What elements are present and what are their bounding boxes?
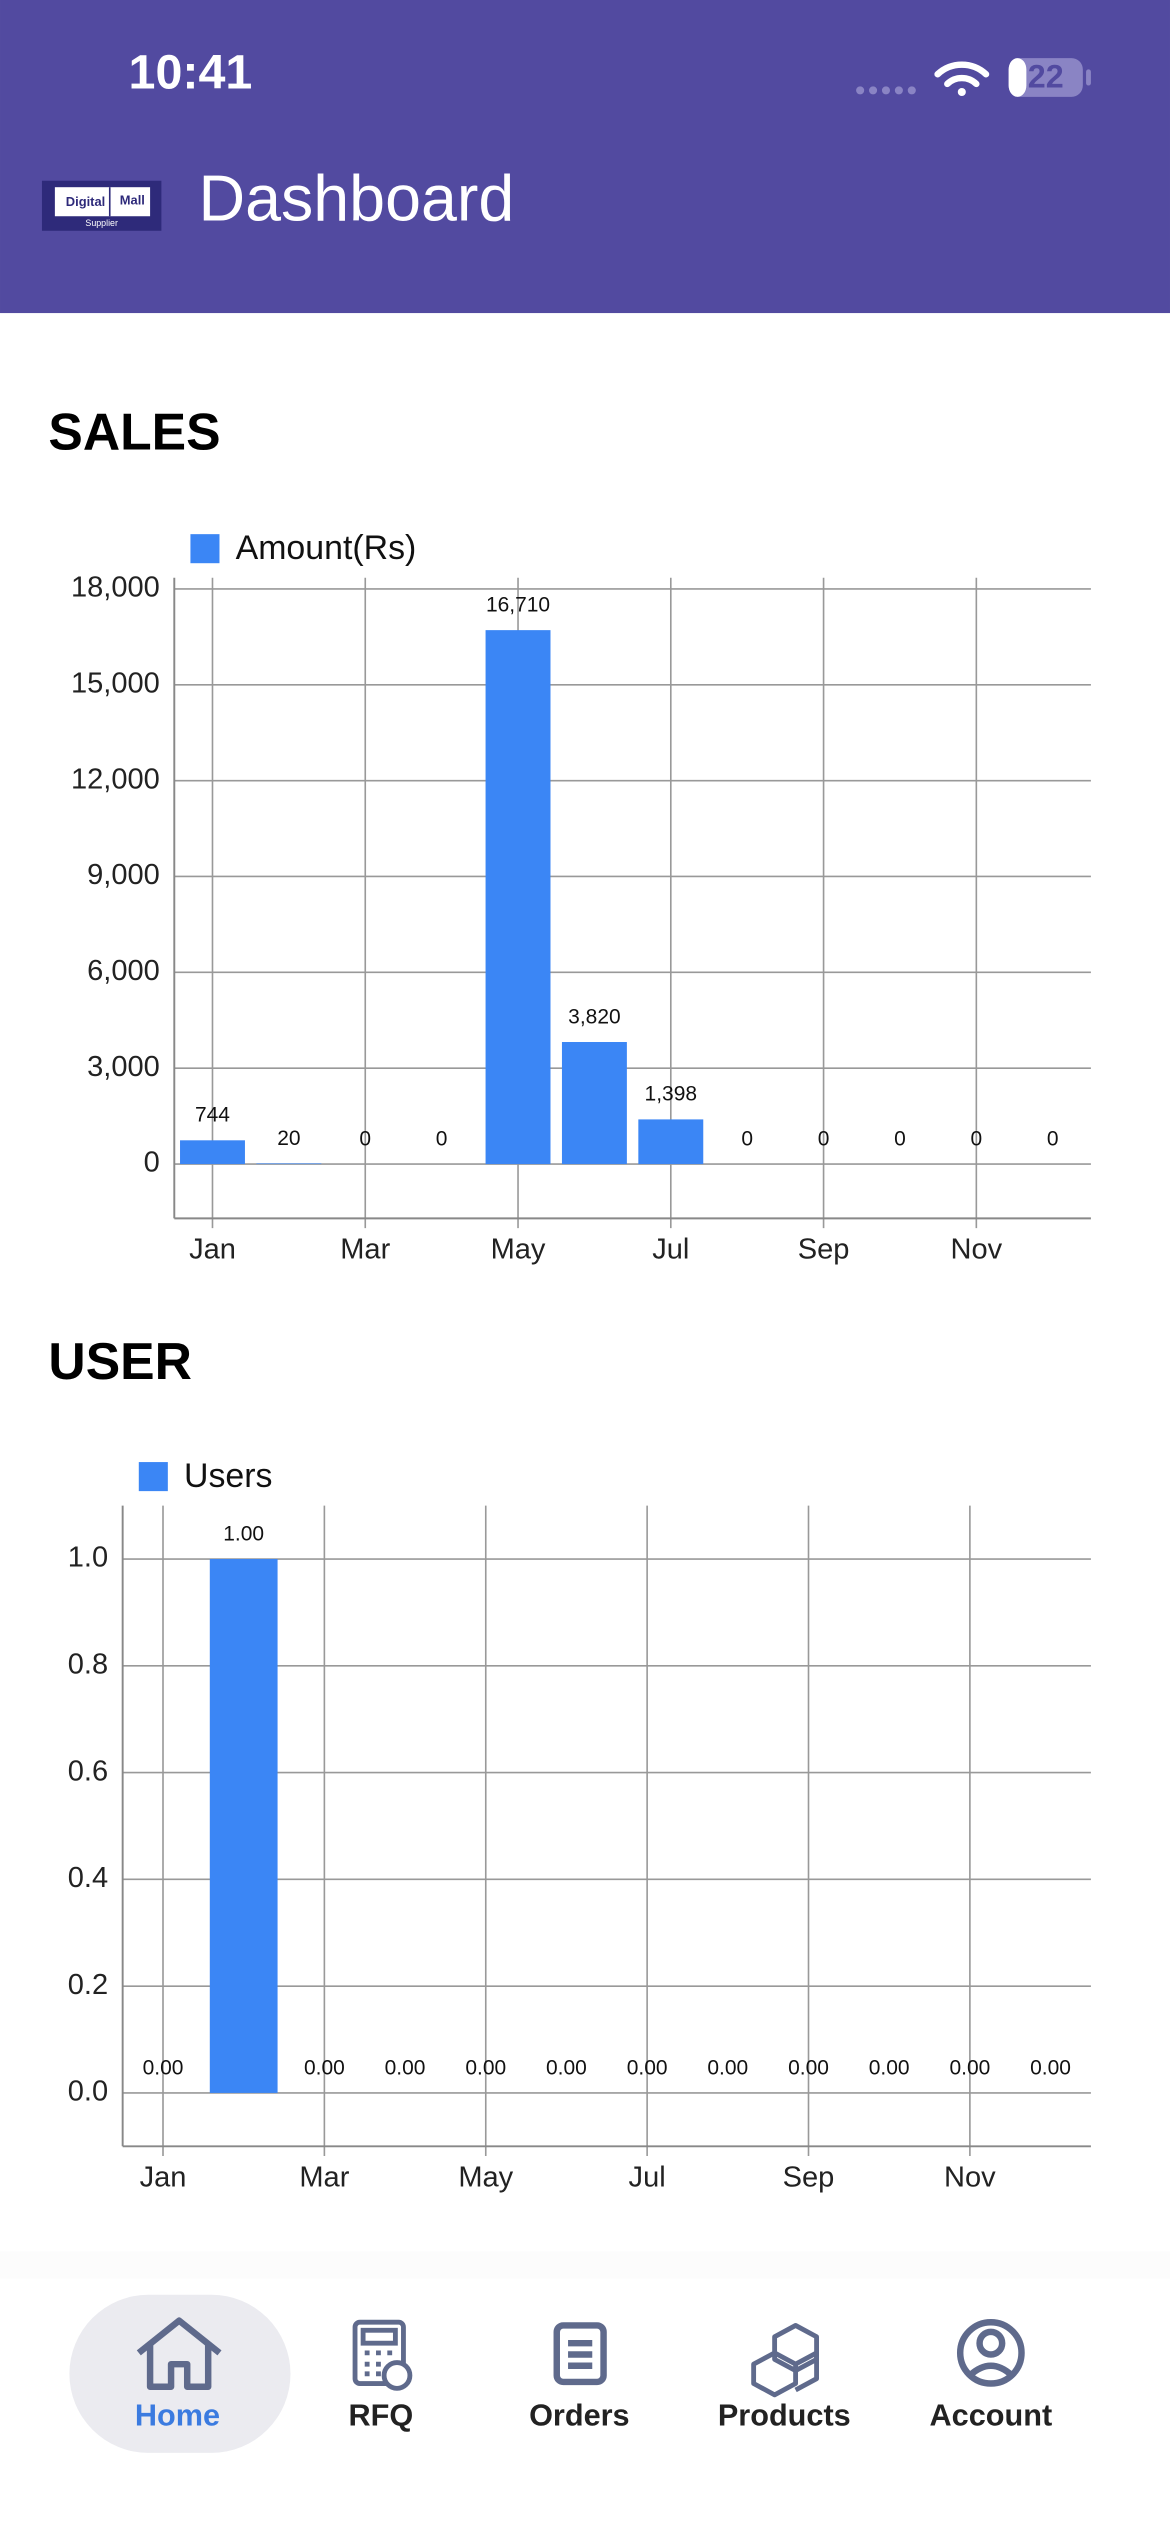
- value-label: 0.00: [385, 2056, 426, 2079]
- value-label: 20: [277, 1127, 300, 1150]
- battery-tip: [1086, 69, 1091, 86]
- x-tick-label: Jul: [629, 2161, 666, 2193]
- value-label: 0.00: [869, 2056, 910, 2079]
- x-tick-label: Nov: [944, 2161, 996, 2193]
- nav-labels: Home RFQ Orders Products Account: [135, 2399, 1052, 2433]
- header-background: [0, 0, 1170, 314]
- products-icon[interactable]: [751, 2323, 819, 2398]
- y-tick-label: 0.2: [68, 1969, 108, 2001]
- x-tick-label: Jan: [189, 1233, 236, 1265]
- value-label: 16,710: [486, 593, 550, 616]
- logo: Digital Mall Supplier: [41, 180, 162, 231]
- value-label: 1,398: [645, 1083, 697, 1106]
- value-label: 0.00: [1030, 2056, 1071, 2079]
- y-tick-label: 0.8: [68, 1648, 108, 1680]
- bar: [180, 1140, 245, 1165]
- nav-label[interactable]: Orders: [529, 2399, 630, 2433]
- value-label: 0.00: [465, 2056, 506, 2079]
- nav-label[interactable]: Account: [930, 2399, 1053, 2433]
- section-title: USER: [48, 1332, 191, 1390]
- bar: [638, 1119, 704, 1165]
- legend-label: Users: [184, 1457, 272, 1495]
- value-label: 744: [195, 1104, 230, 1127]
- value-label: 0.00: [546, 2056, 587, 2079]
- legend-swatch: [138, 1462, 168, 1492]
- status-time: 10:41: [129, 46, 253, 100]
- value-label: 0: [818, 1127, 830, 1150]
- value-label: 0.00: [143, 2056, 184, 2079]
- y-tick-label: 15,000: [71, 667, 160, 699]
- x-tick-label: Mar: [299, 2161, 349, 2193]
- value-label: 0: [359, 1127, 371, 1150]
- value-label: 0.00: [707, 2056, 748, 2079]
- orders-icon[interactable]: [553, 2322, 607, 2386]
- bar: [256, 1163, 322, 1165]
- value-label: 0.00: [949, 2056, 990, 2079]
- charts: SALES Amount(Rs) 0 3,000 6,000 9,000 12,000 15,…: [48, 402, 1091, 2193]
- x-tick-label: May: [491, 1233, 546, 1265]
- nav-label[interactable]: RFQ: [348, 2399, 413, 2433]
- x-tick-label: Jan: [140, 2161, 187, 2193]
- logo-text: Mall: [120, 192, 145, 207]
- account-icon[interactable]: [956, 2318, 1025, 2387]
- value-label: 0: [741, 1127, 753, 1150]
- value-label: 3,820: [568, 1005, 620, 1028]
- y-tick-label: 0.0: [68, 2076, 108, 2108]
- battery-text: 22: [1028, 59, 1064, 95]
- value-label: 0: [894, 1127, 906, 1150]
- bar: [561, 1042, 627, 1165]
- nav-label[interactable]: Products: [718, 2399, 851, 2433]
- wifi-icon: [934, 61, 990, 97]
- x-tick-label: Nov: [951, 1233, 1003, 1265]
- signal: [856, 86, 916, 95]
- logo-text: Digital: [66, 194, 105, 209]
- y-tick-label: 18,000: [71, 572, 160, 604]
- value-label: 0: [436, 1127, 448, 1150]
- section-title: SALES: [48, 402, 220, 460]
- y-tick-label: 6,000: [87, 955, 160, 987]
- value-label: 0: [971, 1127, 983, 1150]
- y-tick-label: 0.6: [68, 1755, 108, 1787]
- header-title: Dashboard: [199, 162, 515, 234]
- legend-label: Amount(Rs): [236, 529, 417, 567]
- value-label: 0.00: [788, 2056, 829, 2079]
- nav-active-pill: [69, 2294, 291, 2453]
- logo-text: Supplier: [85, 218, 118, 228]
- rfq-icon[interactable]: [352, 2319, 413, 2391]
- y-tick-label: 3,000: [87, 1051, 160, 1083]
- y-tick-label: 0.4: [68, 1862, 108, 1894]
- nav-shadow: [0, 2251, 1170, 2284]
- nav-label[interactable]: Home: [135, 2399, 220, 2433]
- y-tick-label: 12,000: [71, 763, 160, 795]
- value-label: 0.00: [627, 2056, 668, 2079]
- y-tick-label: 0: [144, 1147, 160, 1179]
- x-tick-label: Mar: [340, 1233, 390, 1265]
- bar: [485, 630, 551, 1165]
- home-icon[interactable]: [136, 2317, 222, 2390]
- value-label: 0: [1047, 1127, 1059, 1150]
- legend-swatch: [190, 534, 220, 564]
- bar: [209, 1559, 278, 2093]
- y-tick-label: 9,000: [87, 859, 160, 891]
- x-tick-label: Sep: [798, 1233, 850, 1265]
- y-tick-label: 1.0: [68, 1542, 108, 1574]
- x-tick-label: Jul: [652, 1233, 689, 1265]
- x-tick-label: Sep: [783, 2161, 835, 2193]
- battery: [1008, 58, 1083, 97]
- x-tick-label: May: [458, 2161, 513, 2193]
- value-label: 0.00: [304, 2056, 345, 2079]
- value-label: 1.00: [223, 1522, 264, 1545]
- battery-level: [1008, 58, 1027, 97]
